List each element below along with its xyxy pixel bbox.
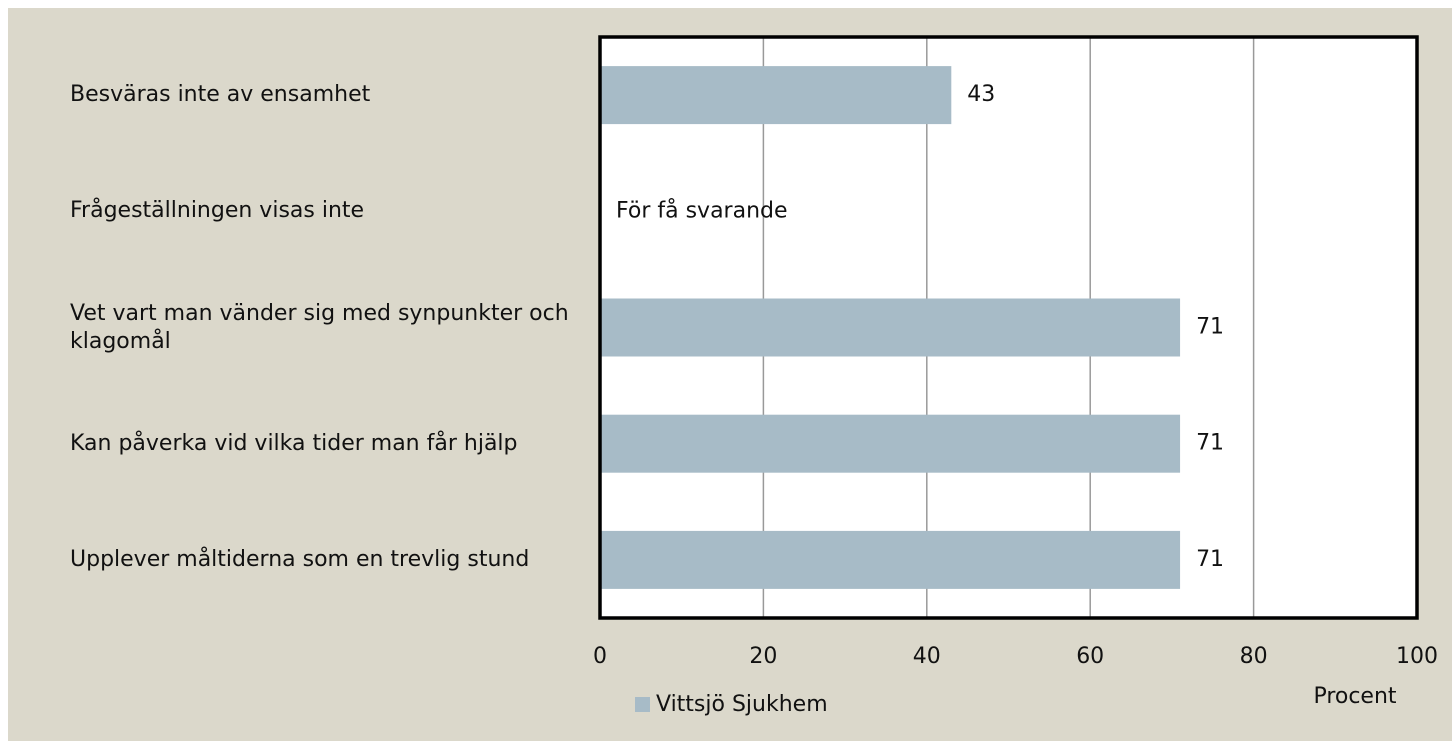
category-label: Besväras inte av ensamhet bbox=[70, 82, 371, 108]
category-label: Upplever måltiderna som en trevlig stund bbox=[70, 546, 530, 572]
bar bbox=[600, 66, 952, 125]
data-label: 71 bbox=[1196, 315, 1224, 340]
bar bbox=[600, 414, 1181, 473]
x-tick-label: 0 bbox=[593, 644, 607, 669]
bar bbox=[600, 530, 1181, 589]
x-tick-label: 40 bbox=[913, 644, 941, 669]
annotation: För få svarande bbox=[616, 197, 788, 223]
chart-svg: 0 20 40 60 80 100 43 För få svarande 71 71 71 Proce… bbox=[593, 35, 1438, 717]
x-axis-label: Procent bbox=[1313, 684, 1396, 709]
x-tick-label: 100 bbox=[1396, 644, 1438, 669]
x-tick-label: 20 bbox=[749, 644, 777, 669]
legend-swatch bbox=[635, 697, 650, 712]
data-label: 71 bbox=[1196, 547, 1224, 572]
category-label: Kan påverka vid vilka tider man får hjäl… bbox=[70, 430, 518, 456]
x-tick-label: 60 bbox=[1076, 644, 1104, 669]
legend-label: Vittsjö Sjukhem bbox=[656, 692, 828, 717]
plot-border bbox=[598, 35, 1419, 620]
data-label: 71 bbox=[1196, 431, 1224, 456]
x-tick-label: 80 bbox=[1240, 644, 1268, 669]
chart: 0 20 40 60 80 100 43 För få svarande 71 71 71 Proce… bbox=[8, 8, 1452, 741]
bar bbox=[600, 298, 1181, 357]
category-label: Frågeställningen visas inte bbox=[70, 198, 365, 224]
data-label: 43 bbox=[967, 82, 995, 107]
category-label: Vet vart man vänder sig med synpunkter o… bbox=[70, 300, 569, 354]
